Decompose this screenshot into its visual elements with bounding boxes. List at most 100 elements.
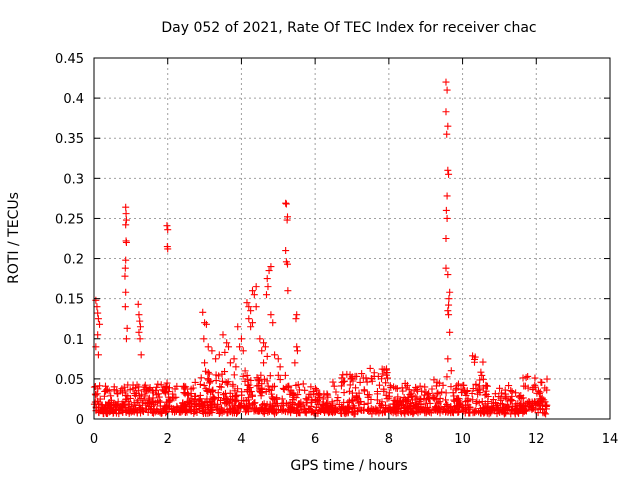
data-point	[442, 264, 450, 272]
data-point	[444, 307, 452, 315]
data-point	[208, 347, 216, 355]
data-point	[121, 401, 129, 409]
data-point	[296, 409, 304, 417]
data-point	[96, 320, 104, 328]
data-point	[505, 405, 513, 413]
x-tick-label: 0	[90, 432, 98, 447]
data-point	[231, 393, 239, 401]
data-point	[206, 379, 214, 387]
data-point	[265, 267, 273, 275]
data-point	[412, 393, 420, 401]
data-point	[334, 394, 342, 402]
data-point	[209, 386, 217, 394]
data-point	[185, 398, 193, 406]
data-point	[481, 391, 489, 399]
y-axis-label: ROTI / TECUs	[6, 192, 22, 284]
data-point	[469, 396, 477, 404]
data-point	[402, 407, 410, 415]
data-point	[450, 396, 458, 404]
data-point	[342, 405, 350, 413]
data-point	[519, 374, 527, 382]
data-point	[416, 382, 424, 390]
x-axis-label: GPS time / hours	[290, 458, 407, 474]
data-point	[390, 383, 398, 391]
data-point	[305, 390, 313, 398]
data-point	[444, 271, 452, 279]
y-tick-label: 0.45	[55, 52, 84, 67]
data-point	[294, 391, 302, 399]
data-point	[469, 352, 477, 360]
data-point	[274, 355, 282, 363]
data-point	[258, 347, 266, 355]
data-point	[202, 367, 210, 375]
data-point	[108, 403, 116, 411]
data-point	[238, 388, 246, 396]
data-point	[136, 317, 144, 325]
data-point	[496, 384, 504, 392]
data-point	[162, 383, 170, 391]
data-point	[444, 355, 452, 363]
data-point	[218, 409, 226, 417]
data-point	[153, 383, 161, 391]
data-point	[483, 406, 491, 414]
data-point	[384, 374, 392, 382]
data-point	[324, 393, 332, 401]
data-point	[201, 319, 209, 327]
data-point	[401, 379, 409, 387]
data-point	[381, 401, 389, 409]
data-point	[449, 389, 457, 397]
data-point	[543, 375, 551, 383]
data-point	[346, 381, 354, 389]
data-point	[301, 386, 309, 394]
data-point	[501, 386, 509, 394]
data-point	[417, 400, 425, 408]
data-point	[337, 409, 345, 417]
data-point	[413, 403, 421, 411]
data-point	[122, 221, 130, 229]
data-point	[199, 308, 207, 316]
data-point	[130, 390, 138, 398]
data-point	[264, 283, 272, 291]
data-point	[332, 388, 340, 396]
chart-title: Day 052 of 2021, Rate Of TEC Index for r…	[161, 20, 536, 36]
data-point	[351, 404, 359, 412]
data-point	[207, 402, 215, 410]
data-point	[507, 410, 515, 418]
data-point	[505, 382, 513, 390]
data-point	[481, 400, 489, 408]
data-point	[529, 383, 537, 391]
data-point	[221, 368, 229, 376]
data-point	[121, 303, 129, 311]
data-point	[399, 387, 407, 395]
data-point	[443, 373, 451, 381]
x-tick-label: 2	[164, 432, 172, 447]
data-point	[413, 385, 421, 393]
data-point	[515, 392, 523, 400]
data-point	[264, 382, 272, 390]
data-point	[240, 403, 248, 411]
data-point	[227, 408, 235, 416]
x-tick-label: 6	[311, 432, 319, 447]
data-point	[469, 385, 477, 393]
y-tick-label: 0.1	[63, 333, 84, 348]
data-point	[455, 400, 463, 408]
data-point	[348, 389, 356, 397]
data-point	[206, 397, 214, 405]
data-point	[512, 389, 520, 397]
data-point	[215, 394, 223, 402]
data-point	[237, 335, 245, 343]
data-point	[117, 406, 125, 414]
data-point	[229, 382, 237, 390]
data-point	[263, 275, 271, 283]
data-point	[281, 408, 289, 416]
data-point	[163, 222, 171, 230]
data-point	[292, 315, 300, 323]
data-point	[368, 377, 376, 385]
data-point	[539, 406, 547, 414]
data-point	[137, 351, 145, 359]
data-point	[247, 323, 255, 331]
data-point	[261, 406, 269, 414]
data-point	[433, 390, 441, 398]
data-point	[231, 401, 239, 409]
data-point	[477, 368, 485, 376]
